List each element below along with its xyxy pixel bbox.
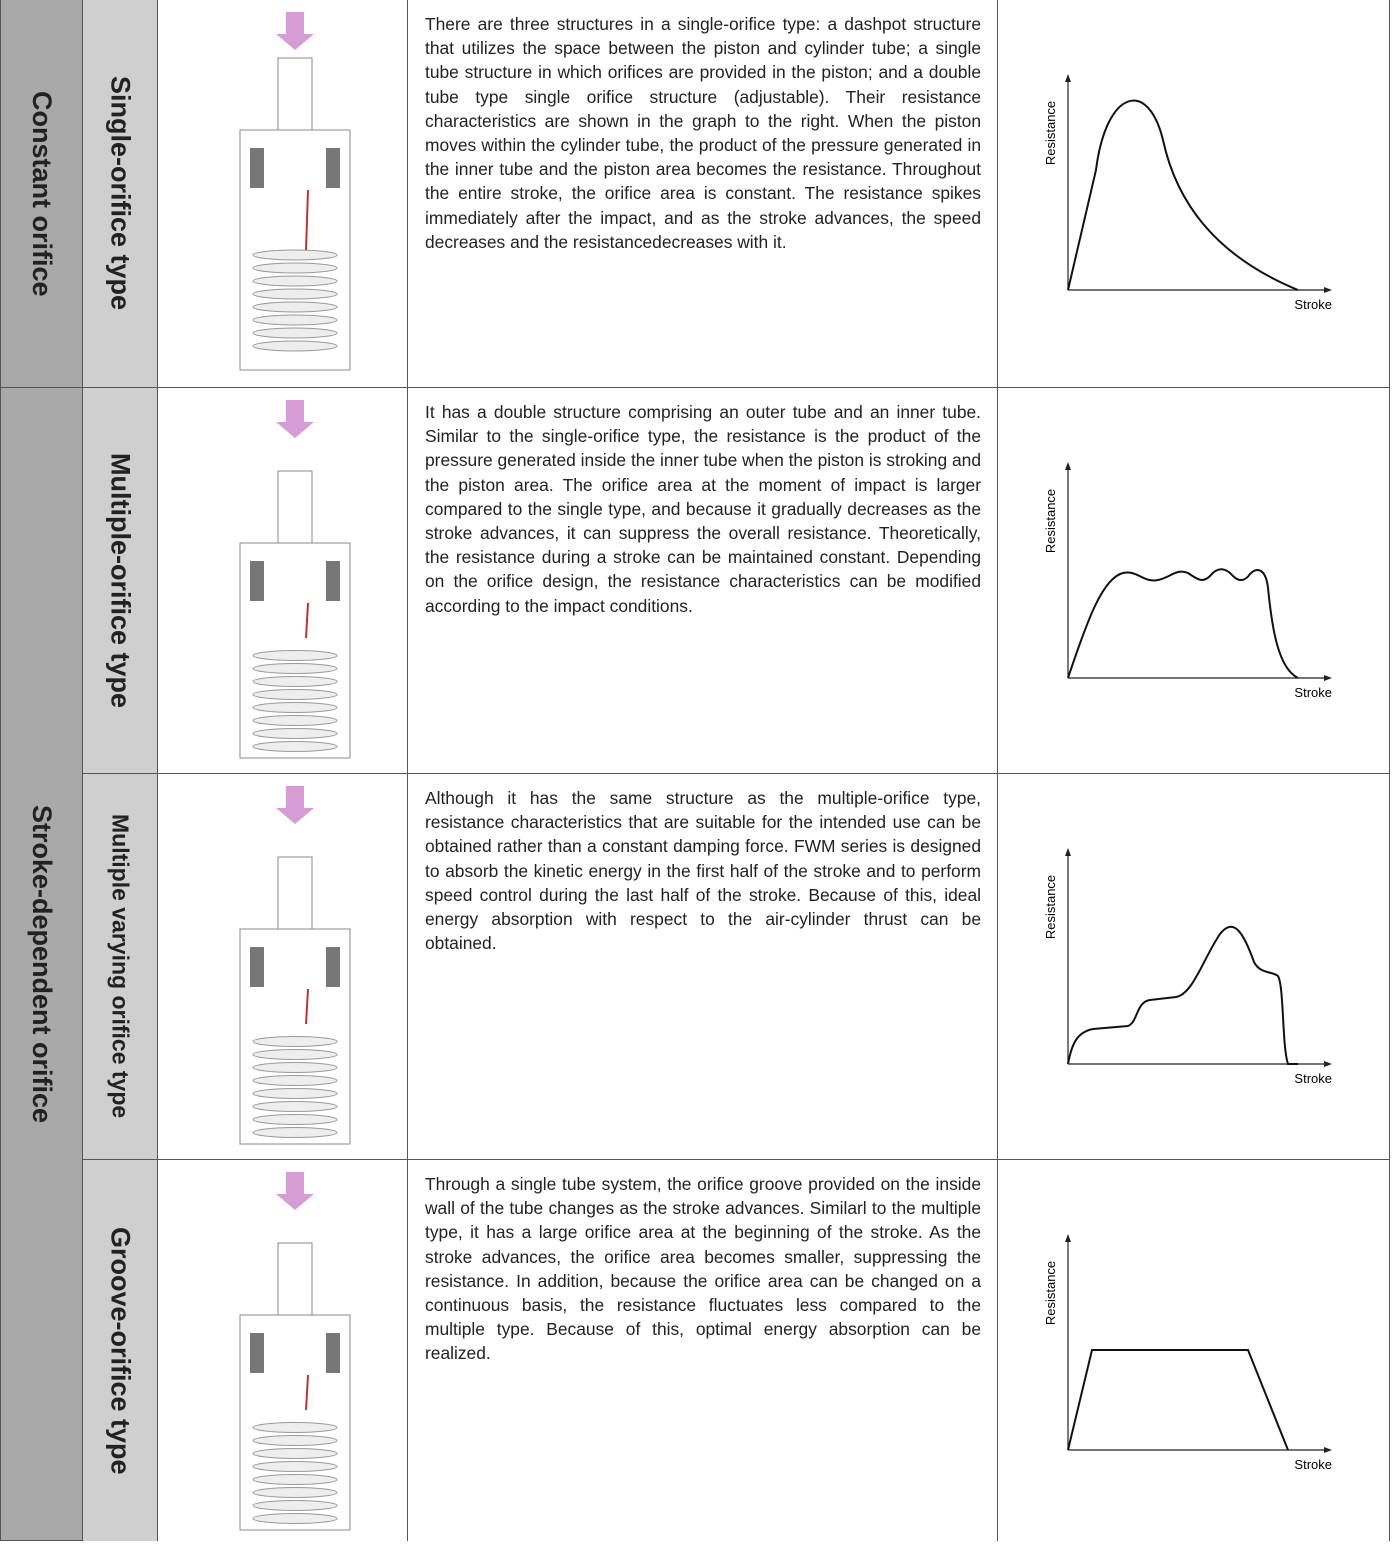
arrow <box>276 400 314 438</box>
y-axis-label: Resistance <box>1043 875 1058 939</box>
spring-coil <box>253 1462 337 1472</box>
x-arrow <box>1324 287 1332 293</box>
description: There are three structures in a single-o… <box>408 0 998 388</box>
category-cell: Constant orifice <box>0 0 83 388</box>
category-label: Stroke-dependent orifice <box>26 805 57 1123</box>
graph: Resistance Stroke <box>998 774 1389 1159</box>
illustration <box>158 0 407 387</box>
spring-coil <box>253 703 337 713</box>
graph: Resistance Stroke <box>998 0 1389 387</box>
spring-coil <box>253 302 337 312</box>
x-axis-label: Stroke <box>1294 685 1332 700</box>
curve <box>1068 1350 1288 1450</box>
x-arrow <box>1324 1061 1332 1067</box>
spring-coil <box>253 1076 337 1086</box>
spring-coil <box>253 1050 337 1060</box>
illustration <box>158 388 407 773</box>
description: Although it has the same structure as th… <box>408 774 998 1160</box>
spring-coil <box>253 315 337 325</box>
y-axis-label: Resistance <box>1043 1261 1058 1325</box>
spring-coil <box>253 1063 337 1073</box>
illustration-cell <box>158 388 408 774</box>
illustration-cell <box>158 1160 408 1541</box>
spring-coil <box>253 1436 337 1446</box>
arrow <box>276 12 314 50</box>
seal-left <box>250 561 264 601</box>
illustration-cell <box>158 0 408 388</box>
type-label: Groove-orifice type <box>105 1227 136 1475</box>
x-axis-label: Stroke <box>1294 1071 1332 1086</box>
arrow <box>276 786 314 824</box>
seal-left <box>250 947 264 987</box>
arrow <box>276 1172 314 1210</box>
description: Through a single tube system, the orific… <box>408 1160 998 1541</box>
spring-coil <box>253 341 337 351</box>
curve <box>1068 101 1298 290</box>
y-axis-label: Resistance <box>1043 101 1058 165</box>
spring-coil <box>253 651 337 661</box>
spring-coil <box>253 263 337 273</box>
x-axis-label: Stroke <box>1294 1457 1332 1472</box>
spring-coil <box>253 276 337 286</box>
spring-coil <box>253 1475 337 1485</box>
type-cell: Multiple-orifice type <box>83 388 158 774</box>
curve <box>1068 927 1298 1064</box>
type-cell: Single-orifice type <box>83 0 158 388</box>
spring-coil <box>253 1501 337 1511</box>
seal-right <box>326 1333 340 1373</box>
spring-coil <box>253 289 337 299</box>
spring-coil <box>253 690 337 700</box>
category-label: Constant orifice <box>26 91 57 297</box>
spring-coil <box>253 1128 337 1138</box>
spring-coil <box>253 742 337 752</box>
type-label: Multiple varying orifice type <box>107 814 134 1118</box>
spring-coil <box>253 1102 337 1112</box>
seal-right <box>326 561 340 601</box>
type-label: Single-orifice type <box>105 76 136 310</box>
illustration <box>158 774 407 1159</box>
graph: Resistance Stroke <box>998 388 1389 773</box>
curve <box>1068 569 1298 678</box>
spring-coil <box>253 1488 337 1498</box>
illustration <box>158 1160 407 1540</box>
y-axis-label: Resistance <box>1043 489 1058 553</box>
type-label: Multiple-orifice type <box>105 453 136 708</box>
graph-cell: Resistance Stroke <box>998 0 1390 388</box>
spring-coil <box>253 328 337 338</box>
spring-coil <box>253 1423 337 1433</box>
x-axis-label: Stroke <box>1294 297 1332 312</box>
illustration-cell <box>158 774 408 1160</box>
spring-coil <box>253 1089 337 1099</box>
x-arrow <box>1324 1447 1332 1453</box>
spring-coil <box>253 1449 337 1459</box>
page: Constant orifice Single-orifice type There… <box>0 0 1392 1541</box>
spring-coil <box>253 716 337 726</box>
graph-cell: Resistance Stroke <box>998 388 1390 774</box>
graph: Resistance Stroke <box>998 1160 1389 1540</box>
type-cell: Groove-orifice type <box>83 1160 158 1541</box>
spring-coil <box>253 677 337 687</box>
category-cell: Stroke-dependent orifice <box>0 388 83 1541</box>
seal-left <box>250 1333 264 1373</box>
spring-coil <box>253 1115 337 1125</box>
spring-coil <box>253 729 337 739</box>
seal-right <box>326 148 340 188</box>
spring-coil <box>253 1037 337 1047</box>
spring-coil <box>253 250 337 260</box>
spring-coil <box>253 1514 337 1524</box>
y-arrow <box>1065 74 1071 82</box>
graph-cell: Resistance Stroke <box>998 774 1390 1160</box>
y-arrow <box>1065 462 1071 470</box>
graph-cell: Resistance Stroke <box>998 1160 1390 1541</box>
y-arrow <box>1065 1234 1071 1242</box>
seal-left <box>250 148 264 188</box>
y-arrow <box>1065 848 1071 856</box>
spring-coil <box>253 664 337 674</box>
x-arrow <box>1324 675 1332 681</box>
description: It has a double structure comprising an … <box>408 388 998 774</box>
seal-right <box>326 947 340 987</box>
type-cell: Multiple varying orifice type <box>83 774 158 1160</box>
